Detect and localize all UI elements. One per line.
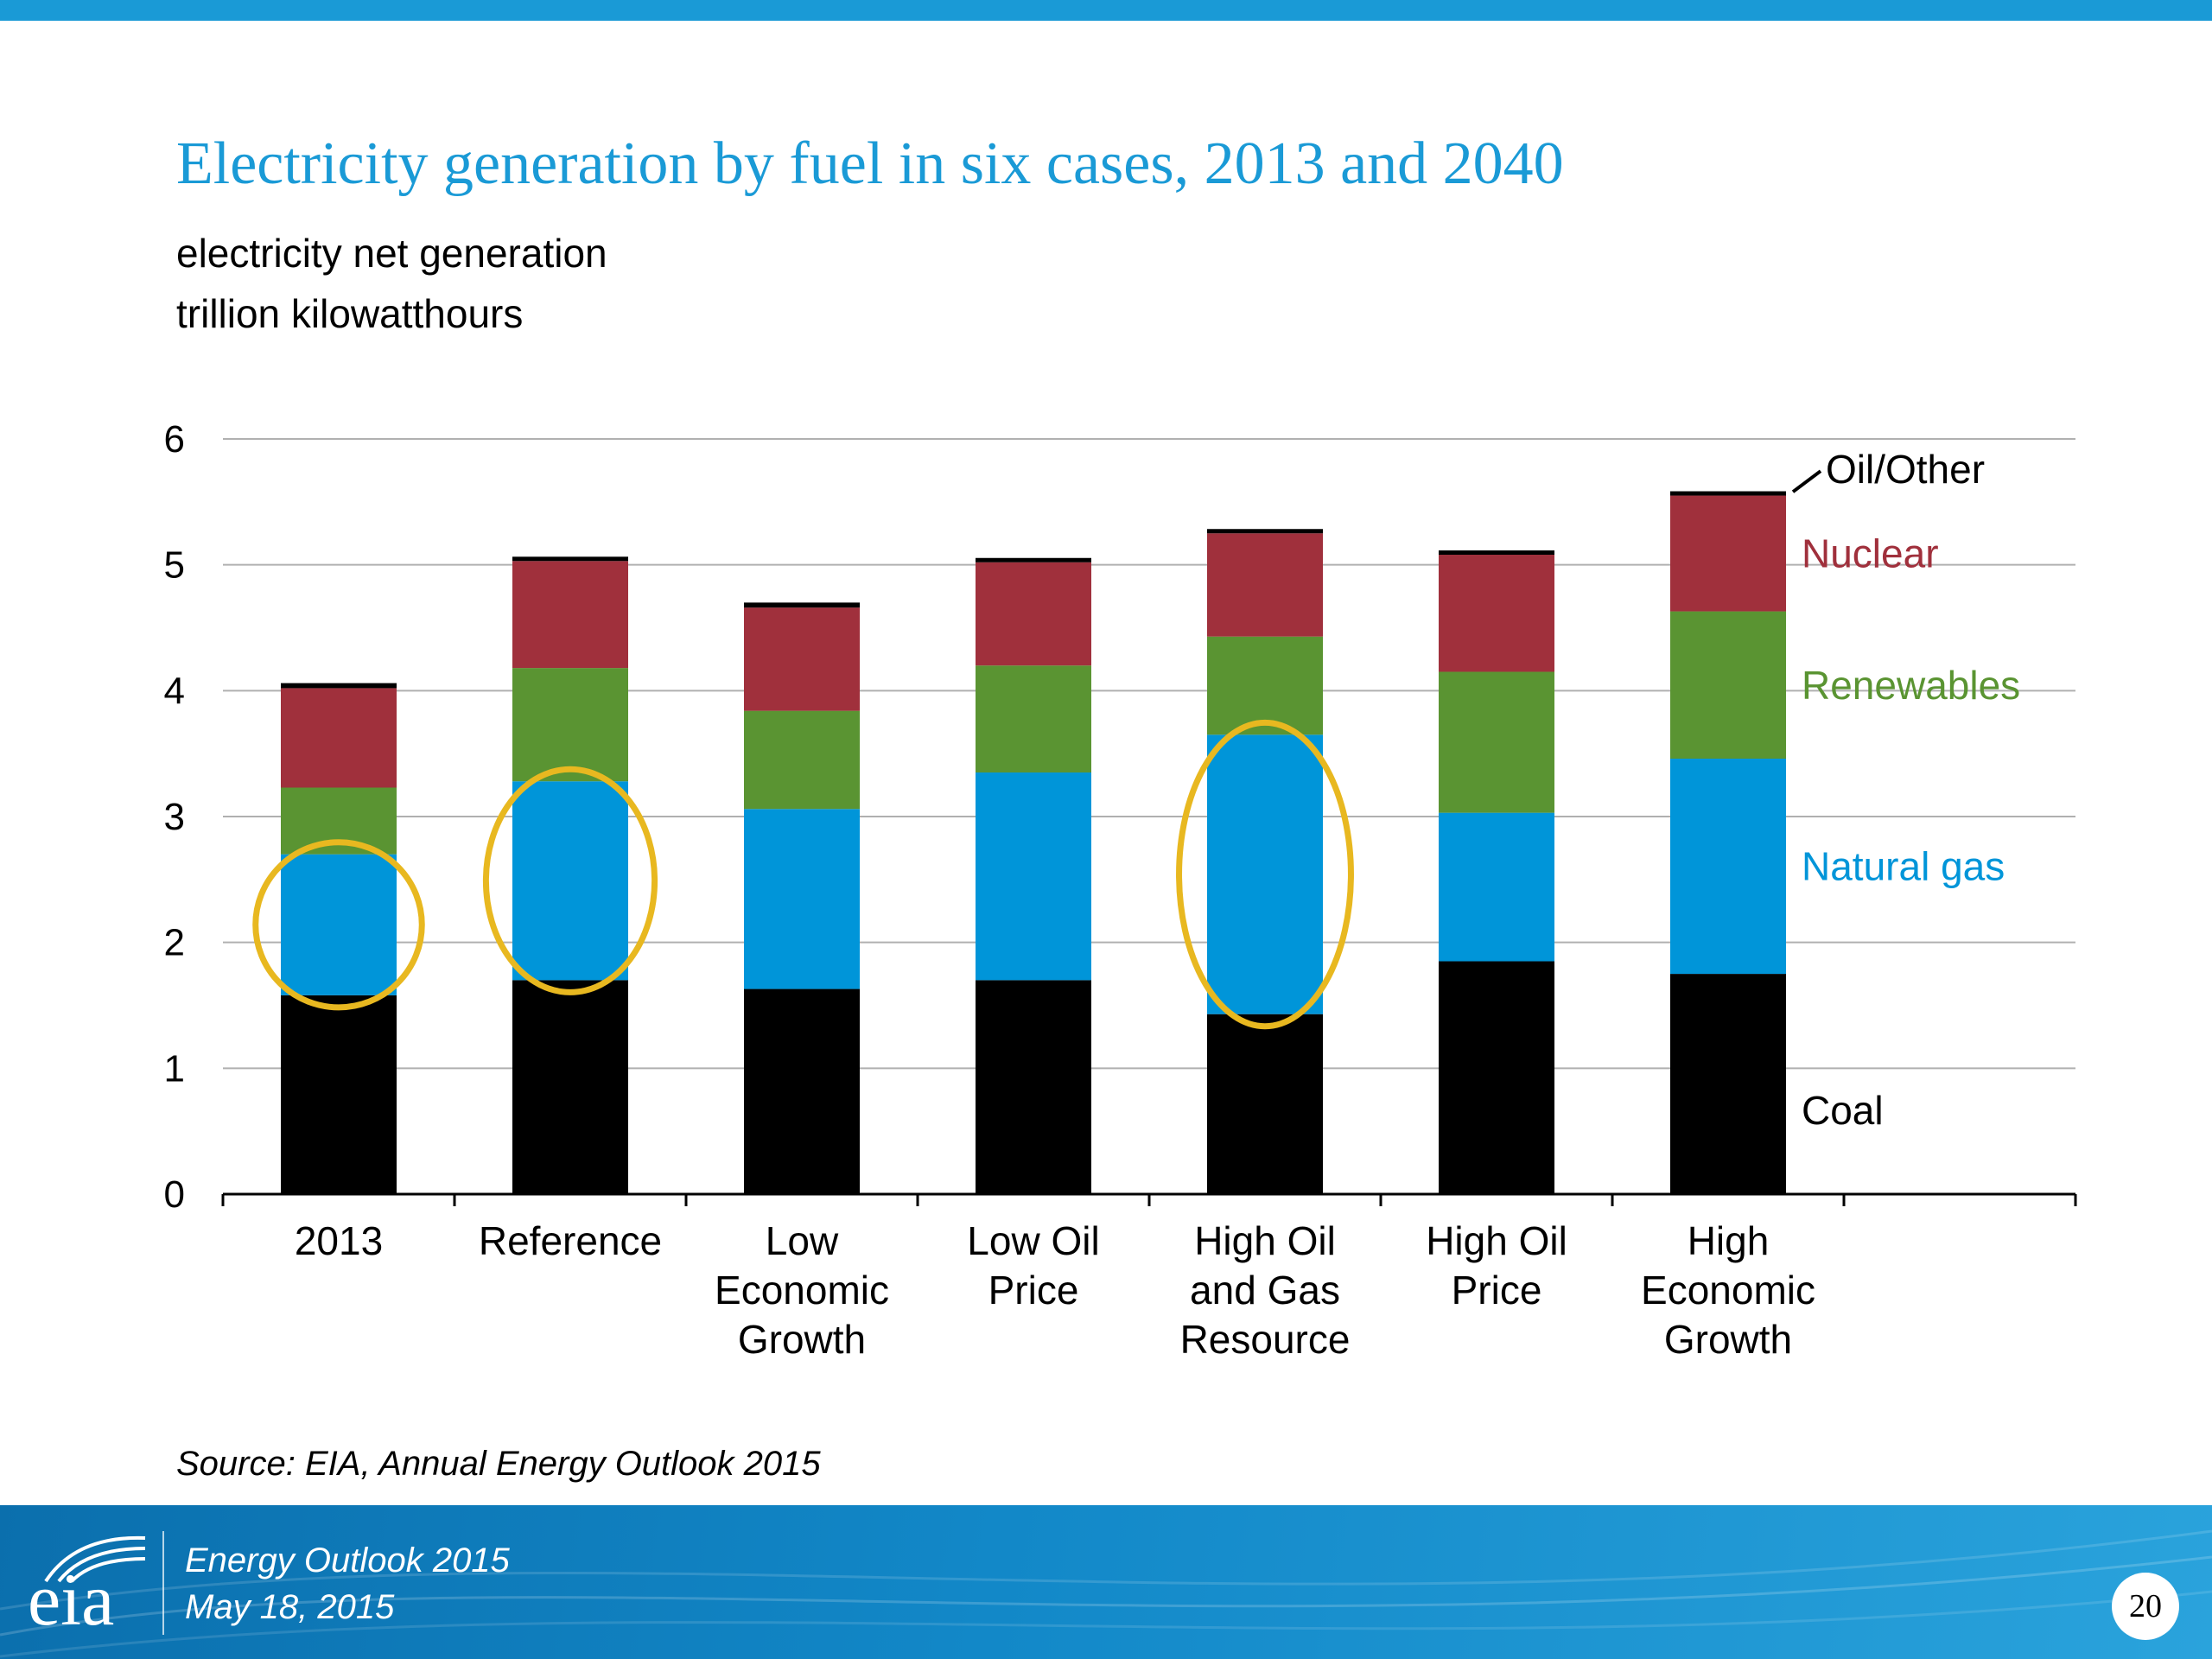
top-accent-bar — [0, 0, 2212, 21]
bar-segment-nuclear — [976, 562, 1091, 666]
bar-segment-natural-gas — [1670, 758, 1786, 975]
y-tick-label: 2 — [164, 922, 185, 964]
eia-logo-text: eia — [28, 1558, 115, 1641]
footer-event-name: Energy Outlook 2015 — [185, 1541, 510, 1580]
bar-segment-renewables — [1439, 671, 1554, 813]
highlight-ellipse — [252, 839, 425, 1011]
series-labels: Coal Natural gas Renewables Nuclear Oil/Othe… — [1791, 447, 2020, 1133]
series-label-nuclear: Nuclear — [1802, 531, 1939, 576]
x-category-label: 2013 — [295, 1218, 383, 1263]
bar-segment-natural-gas — [976, 772, 1091, 981]
bar-segment-renewables — [1207, 636, 1323, 735]
bar-segment-coal — [281, 995, 397, 1194]
y-tick-label: 6 — [164, 418, 185, 461]
bar-segment-nuclear — [1439, 555, 1554, 672]
bar-segment-natural-gas — [744, 809, 860, 989]
bar-segment-coal — [744, 988, 860, 1194]
chart-title: Electricity generation by fuel in six ca… — [176, 130, 1564, 197]
x-category-label: High Economic Growth — [1641, 1218, 1815, 1362]
gridlines — [223, 438, 2075, 1070]
x-category-label: Low Oil Price — [967, 1218, 1099, 1313]
series-label-renewables: Renewables — [1802, 663, 2020, 708]
bar-segment-oil-other — [1670, 491, 1786, 496]
footer-divider — [162, 1531, 164, 1635]
bar-segment-coal — [976, 980, 1091, 1194]
bar-segment-oil-other — [1207, 529, 1323, 534]
stacked-bar-chart: 0 1 2 3 4 5 6 2013 Reference Low Economic Growth Low… — [164, 418, 2077, 1362]
bar-segment-coal — [1670, 974, 1786, 1194]
y-tick-label: 4 — [164, 670, 185, 712]
y-tick-label: 1 — [164, 1047, 185, 1090]
bar-segment-renewables — [744, 710, 860, 810]
bar-segment-oil-other — [976, 557, 1091, 563]
footer-wave-decoration — [0, 1529, 2212, 1658]
bar-segment-nuclear — [1670, 495, 1786, 612]
highlight-ellipse — [482, 766, 658, 995]
x-category-label: High Oil and Gas Resource — [1180, 1218, 1351, 1362]
oil-other-leader-line — [1791, 469, 1822, 493]
page-number: 20 — [2112, 1573, 2179, 1640]
bar-segment-nuclear — [744, 607, 860, 711]
bar-segment-natural-gas — [1439, 812, 1554, 962]
series-label-natural-gas: Natural gas — [1802, 844, 2005, 889]
x-category-label: Low Economic Growth — [715, 1218, 889, 1362]
footer-date: May 18, 2015 — [185, 1588, 395, 1626]
bar-segment-renewables — [1670, 611, 1786, 759]
series-label-oil-other: Oil/Other — [1826, 447, 1985, 492]
bar-segment-natural-gas — [1207, 734, 1323, 1014]
y-tick-label: 5 — [164, 544, 185, 587]
bar-segment-nuclear — [1207, 533, 1323, 637]
bar-segment-oil-other — [281, 683, 397, 689]
bar-segment-oil-other — [1439, 550, 1554, 556]
bar-segment-coal — [1207, 1014, 1323, 1194]
x-category-label: Reference — [479, 1218, 662, 1263]
series-label-coal: Coal — [1802, 1088, 1884, 1133]
eia-logo-arcs-icon — [44, 1535, 146, 1583]
source-note: Source: EIA, Annual Energy Outlook 2015 — [176, 1445, 821, 1483]
bar-segment-renewables — [512, 668, 628, 782]
bar-segment-natural-gas — [512, 781, 628, 981]
bar-segment-oil-other — [512, 556, 628, 562]
bar-segment-renewables — [976, 665, 1091, 773]
chart-subtitle-measure: electricity net generation — [176, 231, 607, 276]
y-tick-label: 3 — [164, 796, 185, 838]
bars — [281, 491, 1786, 1194]
bar-segment-nuclear — [512, 561, 628, 669]
bar-segment-nuclear — [281, 688, 397, 788]
bar-segment-coal — [1439, 961, 1554, 1194]
highlight-ellipse — [1176, 719, 1354, 1030]
footer-bar: eia Energy Outlook 2015 May 18, 2015 20 — [0, 1505, 2212, 1659]
highlight-ellipses — [252, 719, 1354, 1030]
axes: 0 1 2 3 4 5 6 2013 Reference Low Economic Growth Low… — [164, 418, 2077, 1362]
chart-subtitle-unit: trillion kilowatthours — [176, 291, 524, 336]
bar-segment-coal — [512, 980, 628, 1194]
eia-logo: eia — [24, 1531, 154, 1643]
y-tick-label: 0 — [164, 1173, 185, 1216]
x-category-label: High Oil Price — [1426, 1218, 1567, 1313]
bar-segment-oil-other — [744, 602, 860, 608]
bar-segment-natural-gas — [281, 854, 397, 995]
